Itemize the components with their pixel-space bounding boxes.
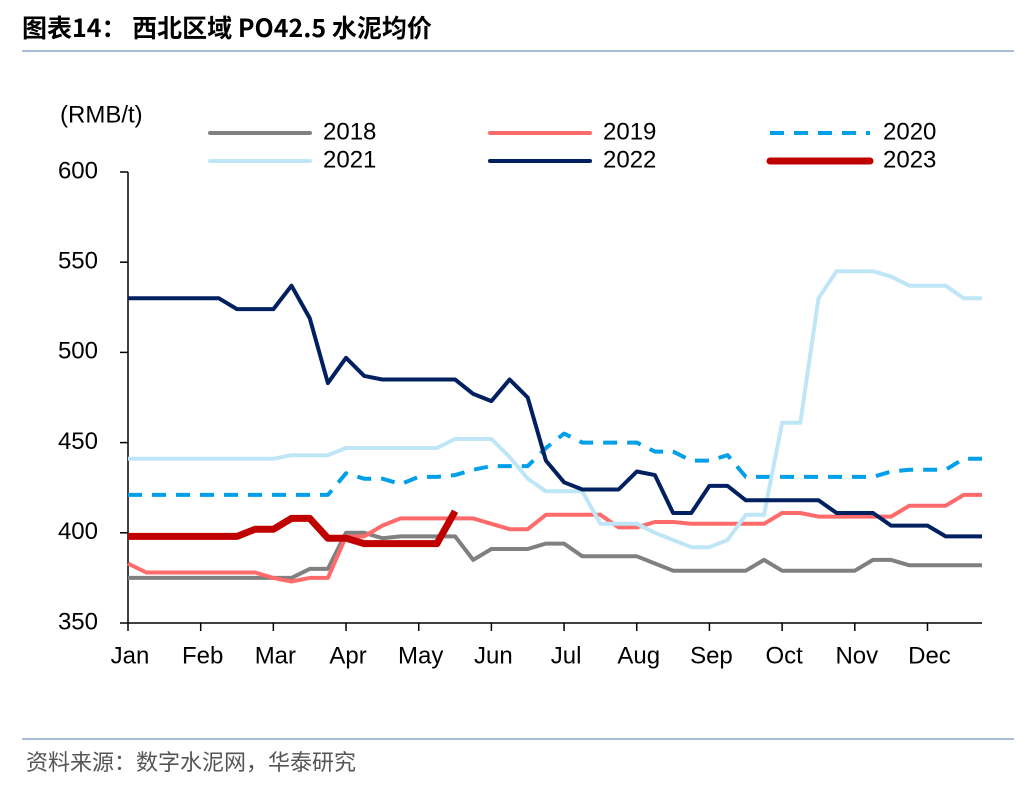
series-line <box>128 509 459 548</box>
y-tick-label: 600 <box>58 157 98 184</box>
series-line <box>128 431 982 497</box>
legend-label: 2020 <box>883 118 936 145</box>
legend-label: 2018 <box>323 118 376 145</box>
x-tick-label: Jul <box>551 642 582 669</box>
series-line <box>127 492 982 584</box>
y-tick-label: 450 <box>58 428 98 455</box>
legend-label: 2022 <box>603 146 656 173</box>
series-line <box>128 269 982 550</box>
x-tick-label: Nov <box>835 642 878 669</box>
y-axis-label: (RMB/t) <box>60 101 143 128</box>
x-tick-label: Oct <box>765 642 803 669</box>
x-tick-label: Jan <box>111 642 150 669</box>
series-line <box>128 283 982 539</box>
x-tick-label: Dec <box>908 642 951 669</box>
x-tick-label: Jun <box>474 642 513 669</box>
x-tick-label: Feb <box>182 642 223 669</box>
x-tick-label: Sep <box>690 642 733 669</box>
legend-label: 2021 <box>323 146 376 173</box>
x-tick-label: Apr <box>329 642 366 669</box>
x-tick-label: Mar <box>255 642 296 669</box>
legend-label: 2023 <box>883 146 936 173</box>
y-tick-label: 550 <box>58 248 98 275</box>
chart-title: 图表14： 西北区域 PO42.5 水泥均价 <box>22 9 432 45</box>
y-tick-label: 500 <box>58 338 98 365</box>
x-tick-label: May <box>398 642 443 669</box>
x-tick-label: Aug <box>617 642 660 669</box>
legend-label: 2019 <box>603 118 656 145</box>
y-tick-label: 400 <box>58 518 98 545</box>
y-tick-label: 350 <box>58 608 98 635</box>
source-note: 资料来源：数字水泥网，华泰研究 <box>26 745 356 777</box>
